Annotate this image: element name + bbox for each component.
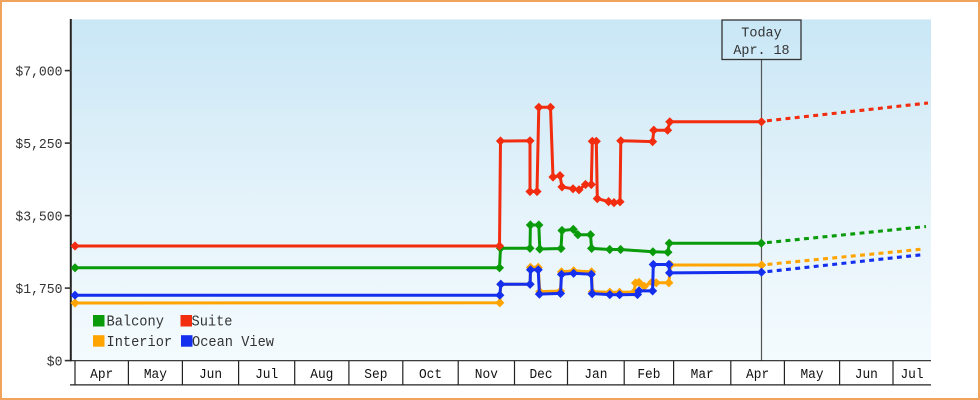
svg-text:Jul: Jul xyxy=(255,367,278,383)
svg-text:May: May xyxy=(800,367,824,383)
svg-text:Jan: Jan xyxy=(584,367,607,383)
svg-text:Balcony: Balcony xyxy=(107,314,164,331)
svg-text:May: May xyxy=(144,367,168,383)
svg-text:Jul: Jul xyxy=(900,367,923,383)
svg-text:Jun: Jun xyxy=(855,367,878,383)
svg-text:Dec: Dec xyxy=(529,367,552,383)
svg-text:Today: Today xyxy=(741,26,782,42)
svg-text:Aug: Aug xyxy=(310,367,333,383)
svg-text:$3,500: $3,500 xyxy=(15,209,62,225)
svg-text:Nov: Nov xyxy=(475,367,499,383)
svg-text:$7,000: $7,000 xyxy=(15,64,62,80)
svg-text:$1,750: $1,750 xyxy=(15,282,62,298)
svg-text:$5,250: $5,250 xyxy=(15,137,62,153)
svg-text:Sep: Sep xyxy=(364,367,387,383)
svg-text:Feb: Feb xyxy=(637,367,660,383)
svg-text:Apr: Apr xyxy=(90,367,113,383)
svg-text:Oct: Oct xyxy=(419,367,442,383)
svg-text:Interior: Interior xyxy=(107,334,173,351)
svg-text:Ocean View: Ocean View xyxy=(192,334,274,351)
svg-text:Apr. 18: Apr. 18 xyxy=(733,43,789,59)
svg-text:Apr: Apr xyxy=(746,367,769,383)
svg-text:Mar: Mar xyxy=(691,367,714,383)
svg-text:$0: $0 xyxy=(47,354,63,370)
svg-text:Suite: Suite xyxy=(192,314,233,331)
svg-text:Jun: Jun xyxy=(199,367,222,383)
